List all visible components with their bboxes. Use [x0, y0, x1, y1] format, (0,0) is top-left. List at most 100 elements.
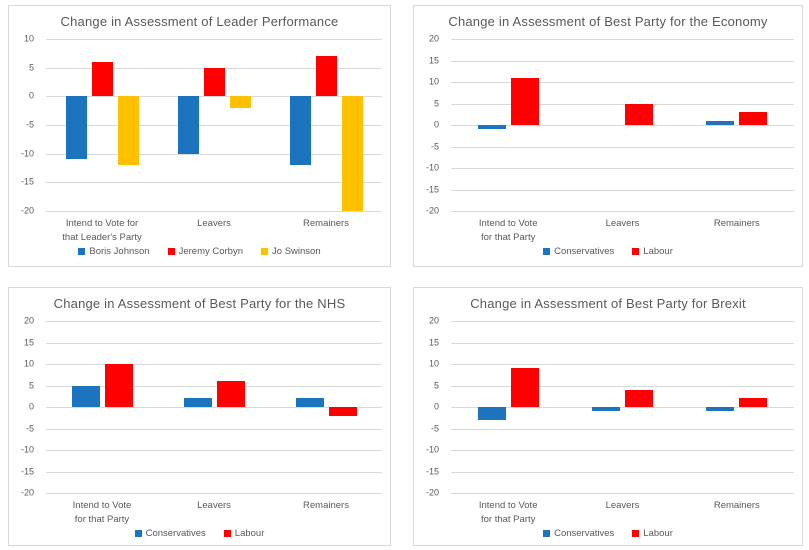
legend-label: Conservatives — [554, 528, 615, 539]
chart-panel-leader-performance: Change in Assessment of Leader Performan… — [8, 5, 391, 267]
y-tick-label: 15 — [428, 337, 439, 347]
y-tick-label: -5 — [25, 119, 34, 130]
zero-axis-line — [451, 125, 794, 126]
x-category-label: Leavers — [197, 500, 231, 511]
gridline — [46, 342, 382, 344]
y-tick-label: 15 — [23, 337, 34, 347]
gridline — [451, 146, 794, 148]
plot-area — [451, 39, 794, 212]
legend-label: Conservatives — [554, 246, 615, 257]
y-tick-label: 0 — [433, 401, 439, 412]
y-tick-label: 0 — [28, 401, 34, 412]
legend: Conservatives Labour — [9, 528, 390, 539]
chart-panel-brexit: Change in Assessment of Best Party for B… — [413, 287, 803, 546]
x-category-label: Remainers — [303, 218, 349, 229]
chart-title: Change in Assessment of Best Party for t… — [53, 296, 346, 311]
zero-axis-line — [46, 407, 382, 408]
y-tick-label: -10 — [425, 162, 439, 173]
bar-conservatives-2 — [706, 407, 735, 412]
y-tick-label: -5 — [430, 141, 439, 151]
legend-label: Conservatives — [145, 528, 206, 539]
gridline — [46, 321, 382, 322]
legend-item: Jeremy Corbyn — [167, 246, 243, 257]
bar-labour-2 — [739, 112, 768, 125]
x-category-label: Intend to Vote for that Party — [478, 218, 538, 244]
y-tick-label: 20 — [428, 315, 439, 326]
y-tick-label: 10 — [23, 33, 34, 44]
y-tick-label: -15 — [20, 466, 34, 476]
plot-area — [46, 321, 382, 494]
y-axis: 20 15 10 5 0 -5 -10 -15 -20 — [9, 316, 40, 497]
y-tick-label: -10 — [425, 444, 439, 455]
y-tick-label: -5 — [430, 423, 439, 433]
x-axis-labels: Intend to Vote for that Leader's Party Le… — [46, 217, 382, 246]
y-tick-label: 5 — [433, 380, 439, 390]
bar-jeremy-corbyn-0 — [91, 61, 113, 97]
y-tick-label: -20 — [425, 205, 439, 216]
bar-jo-swinson-0 — [117, 96, 139, 166]
y-tick-label: -20 — [20, 487, 34, 498]
bar-labour-0 — [510, 368, 539, 407]
gridline — [46, 125, 382, 126]
legend-label: Labour — [643, 246, 673, 257]
y-tick-label: 5 — [28, 62, 34, 73]
bar-labour-2 — [328, 407, 357, 416]
y-axis: 20 15 10 5 0 -5 -10 -15 -20 — [414, 34, 445, 215]
y-axis: 20 15 10 5 0 -5 -10 -15 -20 — [414, 316, 445, 497]
legend-swatch — [632, 248, 640, 255]
gridline — [451, 364, 794, 365]
x-category-label: Leavers — [605, 500, 640, 511]
y-tick-label: 20 — [428, 33, 439, 44]
legend: Boris Johnson Jeremy Corbyn Jo Swinson — [9, 246, 390, 257]
y-tick-label: 0 — [28, 90, 34, 101]
zero-axis-line — [451, 407, 794, 408]
gridline — [46, 211, 382, 212]
gridline — [451, 189, 794, 191]
bar-conservatives-2 — [706, 120, 735, 125]
legend-label: Boris Johnson — [89, 246, 150, 257]
bar-labour-2 — [739, 398, 768, 407]
x-category-label: Remainers — [303, 500, 349, 511]
bar-boris-johnson-1 — [177, 96, 199, 154]
gridline — [46, 428, 382, 430]
plot-area — [46, 39, 382, 212]
chart-panel-nhs: Change in Assessment of Best Party for t… — [8, 287, 391, 546]
legend-label: Jo Swinson — [272, 246, 321, 257]
zero-axis-line — [46, 96, 382, 98]
y-tick-label: 5 — [28, 380, 34, 390]
gridline — [451, 385, 794, 387]
bar-jeremy-corbyn-1 — [203, 67, 225, 97]
bar-labour-1 — [625, 389, 653, 407]
x-category-label: Leavers — [197, 218, 231, 229]
gridline — [46, 450, 382, 451]
chart-title: Change in Assessment of Best Party for t… — [448, 14, 768, 29]
gridline — [451, 60, 794, 62]
x-category-label: Remainers — [713, 218, 760, 229]
legend-item: Conservatives — [543, 246, 614, 257]
x-category-label: Intend to Vote for that Leader's Party — [62, 218, 142, 244]
gridline — [46, 153, 382, 155]
legend-swatch — [632, 530, 640, 537]
legend-swatch — [543, 248, 551, 255]
gridline — [46, 182, 382, 184]
gridline — [451, 103, 794, 105]
legend-item: Labour — [223, 528, 264, 539]
bar-jo-swinson-2 — [341, 96, 363, 211]
y-tick-label: 10 — [428, 358, 439, 369]
bar-labour-1 — [216, 381, 245, 407]
plot-area — [451, 321, 794, 494]
gridline — [46, 493, 382, 494]
legend-item: Labour — [632, 246, 673, 257]
legend-swatch — [134, 530, 142, 537]
x-category-label: Remainers — [713, 500, 760, 511]
bar-conservatives-0 — [477, 407, 506, 420]
gridline — [451, 82, 794, 83]
y-tick-label: -5 — [25, 423, 34, 433]
y-tick-label: 0 — [433, 119, 439, 130]
bar-boris-johnson-0 — [65, 96, 87, 160]
y-tick-label: -15 — [425, 184, 439, 194]
y-tick-label: -20 — [425, 487, 439, 498]
chart-title: Change in Assessment of Best Party for B… — [470, 296, 746, 311]
x-axis-labels: Intend to Vote for that Party Leavers Rema… — [451, 499, 794, 528]
